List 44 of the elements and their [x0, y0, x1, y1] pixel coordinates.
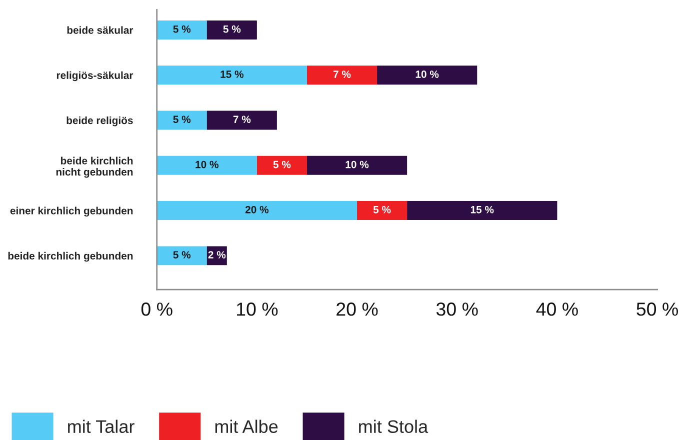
- data-label: 5 %: [273, 160, 291, 168]
- data-label: 5 %: [373, 206, 391, 214]
- bar: [206, 20, 257, 40]
- y-tick-label: einer kirchlich gebunden: [10, 206, 133, 217]
- data-label: 5 %: [223, 25, 241, 33]
- bar: [156, 201, 358, 220]
- data-label: 15 %: [220, 70, 244, 78]
- data-label: 7 %: [233, 116, 251, 124]
- bar: [306, 66, 378, 85]
- bar: [407, 201, 558, 220]
- bar: [156, 20, 207, 40]
- bar: [357, 201, 408, 220]
- bar: [156, 156, 257, 175]
- legend-label: mit Talar: [68, 420, 134, 433]
- bar: [306, 156, 408, 175]
- data-label: 7 %: [333, 70, 351, 78]
- y-tick-label: beide kirchlich nicht gebunden: [56, 156, 133, 178]
- x-tick-label: 30 %: [436, 302, 478, 316]
- x-tick-label: 10 %: [236, 302, 278, 316]
- bar: [156, 110, 207, 130]
- bar: [256, 156, 307, 175]
- data-label: 15 %: [470, 206, 494, 214]
- data-label: 20 %: [245, 206, 269, 214]
- x-tick-label: 50 %: [636, 302, 678, 316]
- y-tick-label: beide religiös: [66, 116, 133, 126]
- data-label: 10 %: [196, 160, 218, 168]
- bar: [206, 110, 277, 130]
- data-label: 2 %: [208, 251, 226, 258]
- x-tick-label: 20 %: [336, 302, 378, 316]
- x-tick-label: 0 %: [141, 302, 172, 316]
- data-label: 5 %: [173, 116, 191, 124]
- bar: [156, 246, 207, 266]
- bar: [377, 66, 478, 85]
- y-tick-label: religiös-säkular: [56, 71, 134, 82]
- data-label: 10 %: [416, 70, 439, 78]
- data-label: 10 %: [346, 160, 369, 168]
- legend-label: mit Albe: [215, 420, 278, 433]
- legend-label: mit Stola: [359, 420, 428, 433]
- data-label: 5 %: [173, 25, 191, 33]
- y-tick-label: beide kirchlich gebunden: [8, 252, 133, 262]
- data-label: 5 %: [173, 251, 191, 258]
- x-tick-label: 40 %: [536, 302, 578, 316]
- y-tick-label: beide säkular: [67, 26, 134, 34]
- bar: [156, 66, 307, 85]
